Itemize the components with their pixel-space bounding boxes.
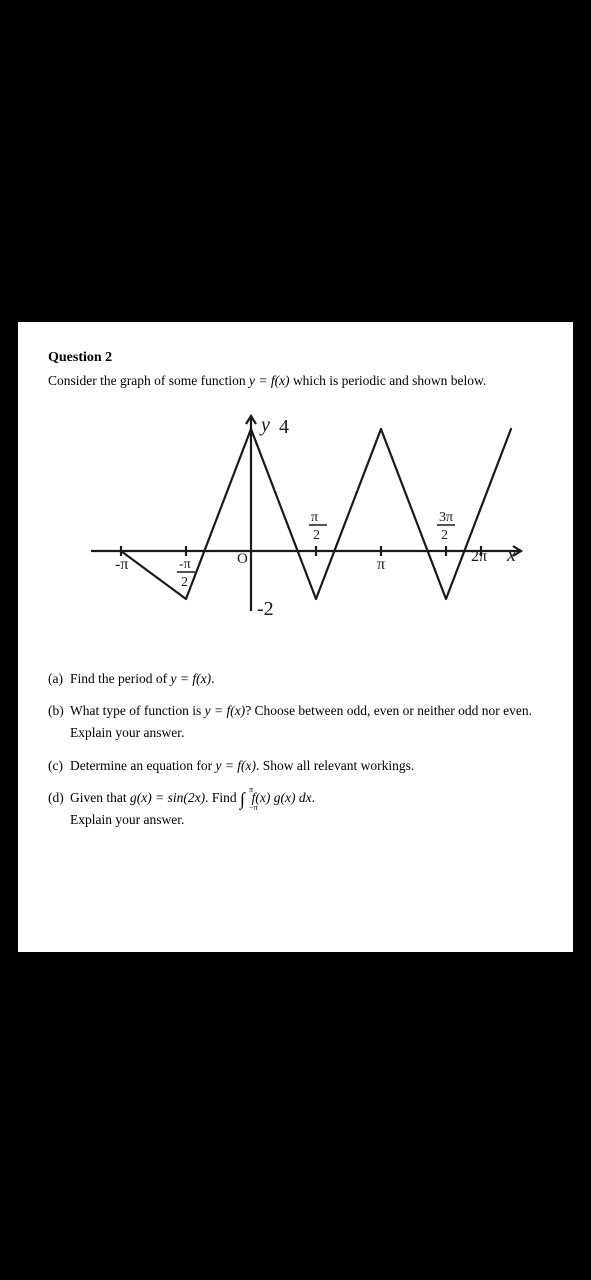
part-a-eq: y = f(x) (171, 671, 212, 686)
part-a-post: . (211, 671, 214, 686)
part-d-eq1: g(x) = sin(2x) (130, 790, 205, 805)
svg-text:-π: -π (179, 557, 191, 572)
svg-text:2π: 2π (471, 548, 487, 565)
svg-text:π: π (311, 510, 318, 525)
intro-equation: y = f(x) (249, 373, 290, 388)
svg-text:x: x (506, 544, 516, 566)
svg-text:4: 4 (279, 416, 289, 438)
part-d-post: . (312, 790, 315, 805)
part-c-post: . Show all relevant workings. (256, 758, 414, 773)
intro-suffix: which is periodic and shown below. (290, 373, 487, 388)
part-a-body: Find the period of y = f(x). (70, 669, 543, 689)
svg-text:y: y (259, 414, 270, 436)
part-b-pre: What type of function is (70, 703, 205, 718)
part-d: (d) Given that g(x) = sin(2x). Find ∫π−π… (48, 788, 543, 808)
part-b-eq: y = f(x) (205, 703, 246, 718)
question-intro: Consider the graph of some function y = … (48, 372, 543, 391)
part-c: (c) Determine an equation for y = f(x). … (48, 756, 543, 776)
svg-text:2: 2 (313, 528, 320, 543)
part-b-label: (b) (48, 701, 70, 721)
svg-text:-π: -π (115, 556, 128, 573)
svg-text:O: O (237, 551, 248, 567)
function-graph: -π-π2π2π3π22πy4-2xO (61, 401, 531, 651)
svg-text:-2: -2 (257, 598, 274, 620)
intro-prefix: Consider the graph of some function (48, 373, 249, 388)
part-d-body: Given that g(x) = sin(2x). Find ∫π−π f(x… (70, 788, 543, 808)
part-d-integral: ∫π−π f(x) g(x) dx (240, 790, 312, 805)
part-b-explain: Explain your answer. (70, 723, 543, 743)
svg-text:2: 2 (441, 528, 448, 543)
document-page: Question 2 Consider the graph of some fu… (18, 322, 573, 952)
svg-text:3π: 3π (439, 510, 453, 525)
part-d-explain: Explain your answer. (70, 810, 543, 830)
part-b-body: What type of function is y = f(x)? Choos… (70, 701, 543, 721)
part-c-body: Determine an equation for y = f(x). Show… (70, 756, 543, 776)
part-b-post: ? Choose between odd, even or neither od… (245, 703, 532, 718)
part-d-mid: . Find (205, 790, 240, 805)
part-c-eq: y = f(x) (215, 758, 256, 773)
part-c-pre: Determine an equation for (70, 758, 215, 773)
question-title: Question 2 (48, 350, 543, 366)
question-parts: (a) Find the period of y = f(x). (b) Wha… (48, 669, 543, 831)
part-b: (b) What type of function is y = f(x)? C… (48, 701, 543, 721)
svg-text:π: π (377, 556, 385, 573)
svg-text:2: 2 (181, 575, 188, 590)
part-a: (a) Find the period of y = f(x). (48, 669, 543, 689)
part-d-label: (d) (48, 788, 70, 808)
graph-container: -π-π2π2π3π22πy4-2xO (48, 401, 543, 651)
part-a-pre: Find the period of (70, 671, 171, 686)
part-d-pre: Given that (70, 790, 130, 805)
part-a-label: (a) (48, 669, 70, 689)
part-c-label: (c) (48, 756, 70, 776)
